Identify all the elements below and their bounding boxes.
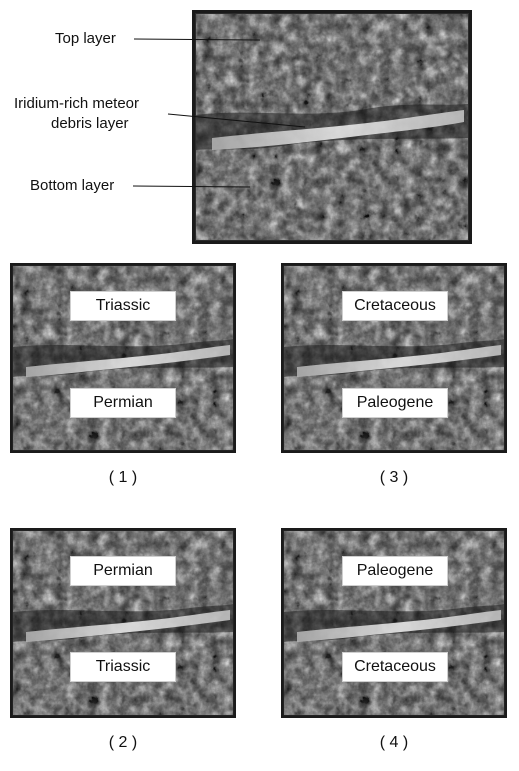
option-2-top-label: Permian [70, 556, 176, 586]
option-2-bottom-label: Triassic [70, 652, 176, 682]
leader-bottom [132, 185, 251, 188]
iridium-label-line2: debris layer [51, 115, 129, 132]
leader-top [133, 38, 261, 41]
top-layer-label: Top layer [55, 30, 116, 47]
option-2-rock [10, 528, 236, 718]
option-1-top-label: Triassic [70, 291, 176, 321]
option-3-caption: ( 3 ) [379, 469, 409, 486]
option-4-bottom-label: Cretaceous [342, 652, 448, 682]
rock-photo [192, 10, 472, 244]
option-1-caption: ( 1 ) [108, 469, 138, 486]
option-2-caption: ( 2 ) [108, 734, 138, 751]
rock-photo [281, 263, 507, 453]
iridium-label-line1: Iridium-rich meteor [14, 95, 140, 112]
option-1-bottom-label: Permian [70, 388, 176, 418]
option-4-rock [281, 528, 507, 718]
rock-photo [10, 528, 236, 718]
option-3-rock [281, 263, 507, 453]
option-4-top-label: Paleogene [342, 556, 448, 586]
option-3-top-label: Cretaceous [342, 291, 448, 321]
option-3-bottom-label: Paleogene [342, 388, 448, 418]
rock-photo [281, 528, 507, 718]
main-rock-sample [192, 10, 472, 244]
option-1-rock [10, 263, 236, 453]
rock-photo [10, 263, 236, 453]
bottom-layer-label: Bottom layer [30, 177, 115, 194]
leader-iridium [167, 113, 306, 128]
option-4-caption: ( 4 ) [379, 734, 409, 751]
